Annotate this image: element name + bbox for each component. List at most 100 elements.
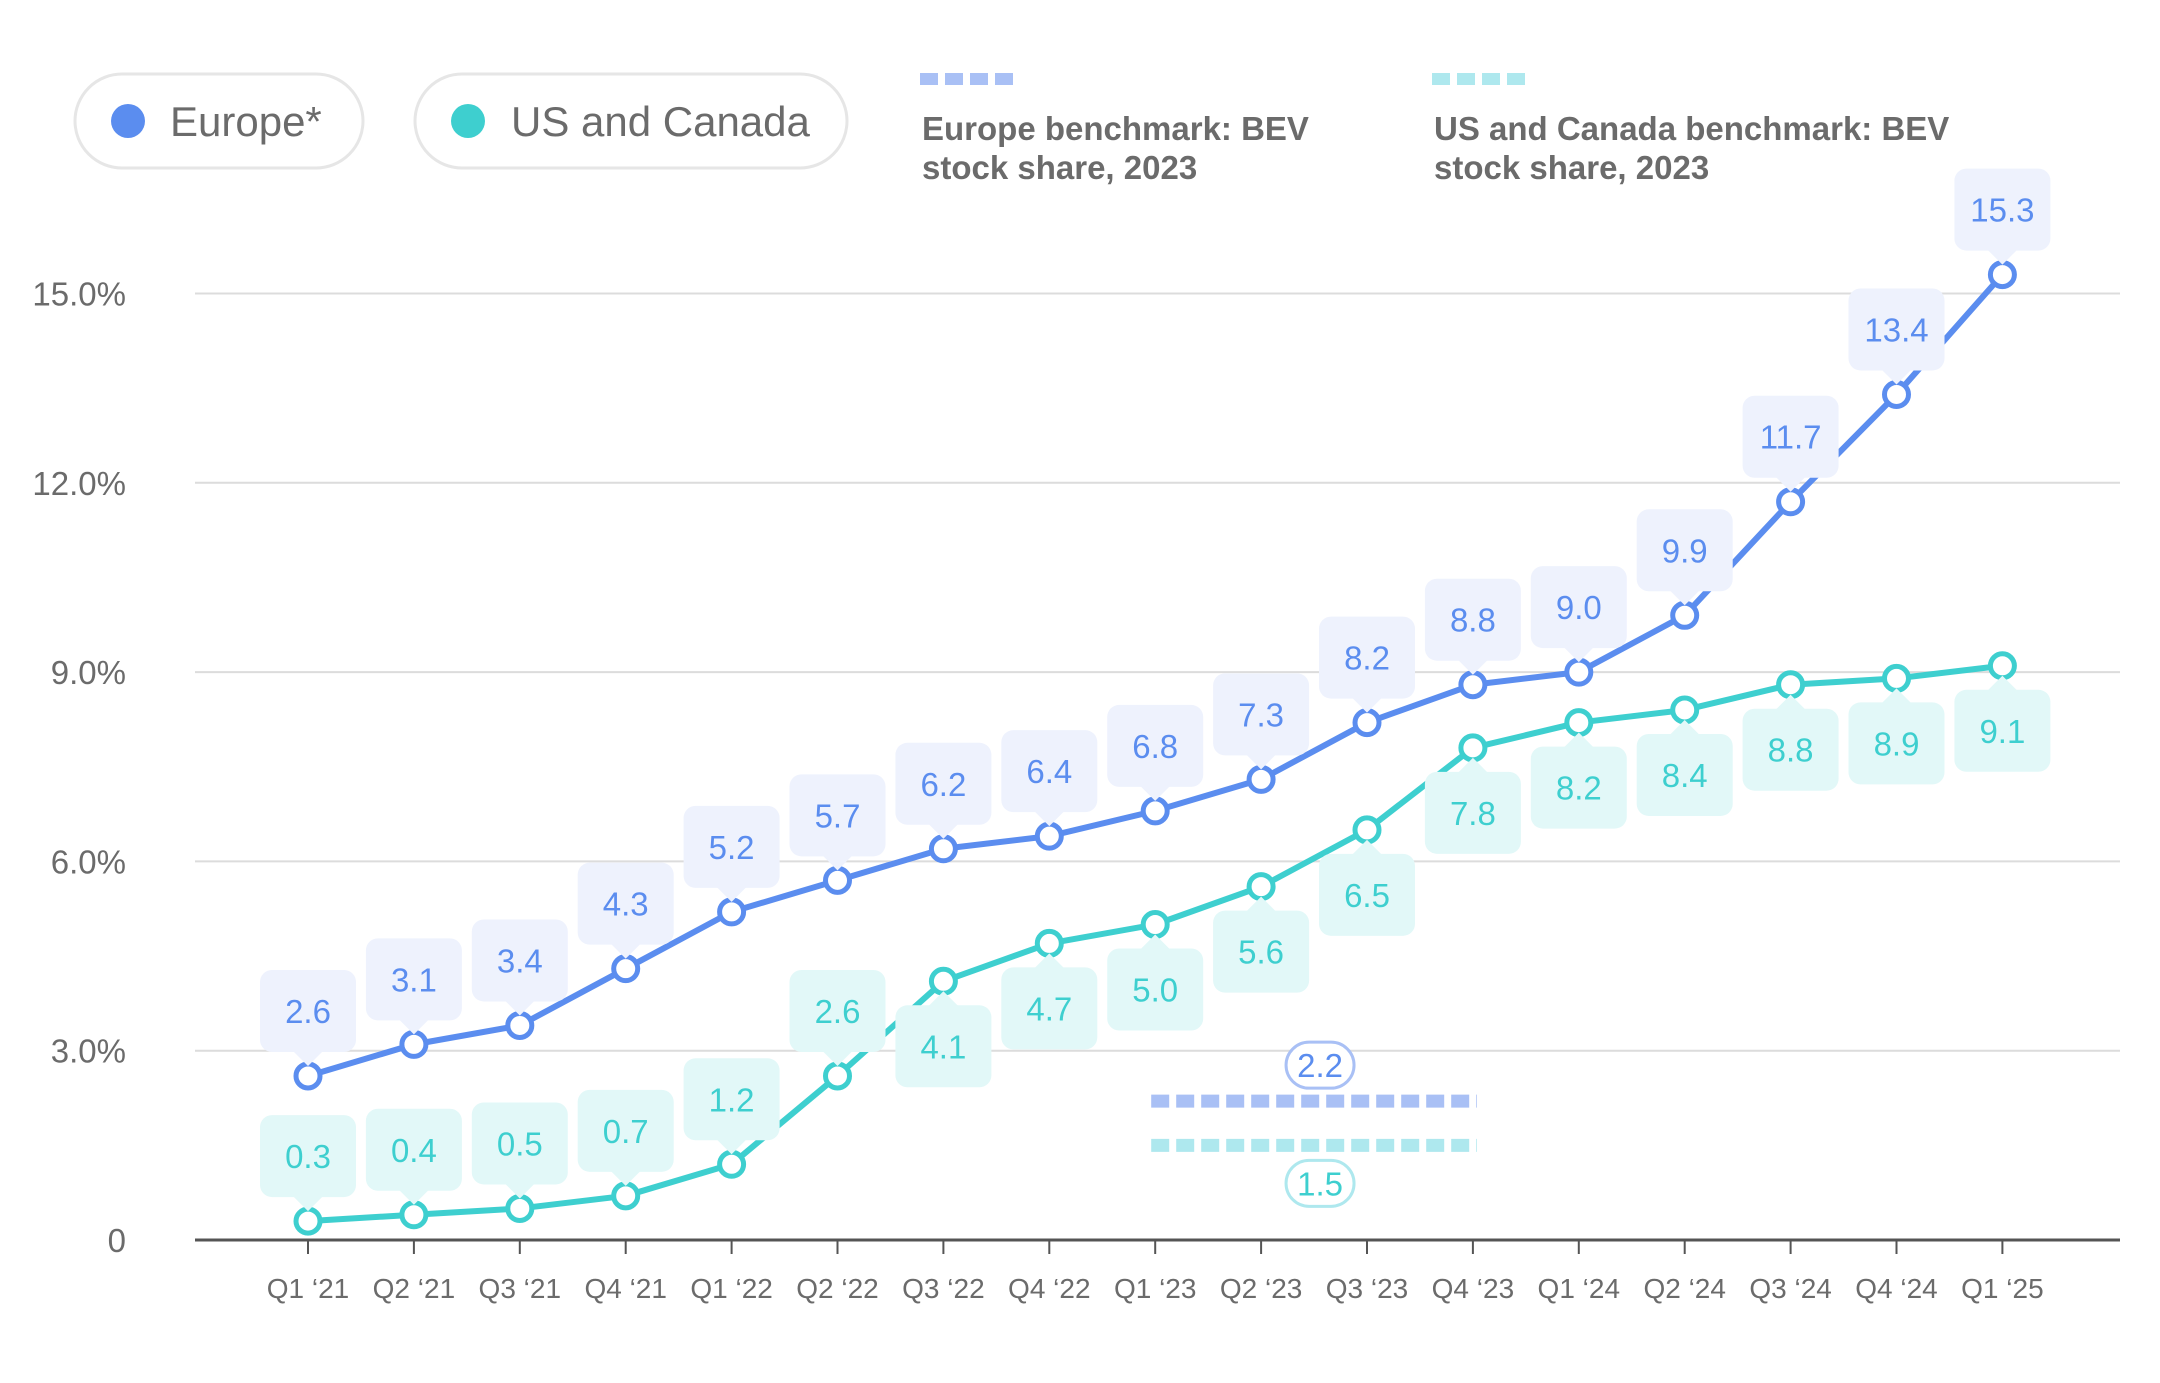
data-label-us-canada: 0.7 xyxy=(577,1089,674,1186)
data-label-text: 2.6 xyxy=(815,993,861,1030)
data-point-us-canada[interactable] xyxy=(1564,708,1594,738)
data-label-pointer xyxy=(504,1000,535,1016)
x-tick-label: Q1 ‘23 xyxy=(1114,1273,1197,1304)
data-label-pointer xyxy=(1669,590,1700,606)
data-point-europe[interactable] xyxy=(928,834,958,864)
x-tick-label: Q3 ‘23 xyxy=(1326,1273,1409,1304)
data-point-europe[interactable] xyxy=(293,1061,323,1091)
benchmark-label: 2.2 xyxy=(1297,1047,1343,1084)
data-label-pointer xyxy=(1881,688,1912,704)
data-point-us-canada[interactable] xyxy=(717,1149,747,1179)
data-label-box xyxy=(260,969,356,1052)
data-label-text: 8.8 xyxy=(1450,602,1496,639)
data-point-europe[interactable] xyxy=(505,1010,535,1040)
data-label-box xyxy=(1213,673,1310,756)
data-point-europe[interactable] xyxy=(1882,379,1911,409)
data-label-pointer xyxy=(1457,757,1488,773)
data-label-us-canada: 5.0 xyxy=(1107,934,1204,1031)
y-tick-label: 3.0% xyxy=(51,1033,126,1070)
data-label-text: 13.4 xyxy=(1864,311,1928,348)
data-point-europe[interactable] xyxy=(611,954,641,984)
data-label-text: 7.3 xyxy=(1238,696,1284,733)
axes: 0 3.0% 6.0% 9.0% 12.0% 15.0% Q1 ‘21 Q2 ‘21 Q3 ‘2… xyxy=(32,276,2120,1304)
data-point-us-canada[interactable] xyxy=(1670,695,1700,725)
data-point-europe[interactable] xyxy=(1246,764,1276,794)
data-label-europe: 5.2 xyxy=(683,805,780,902)
data-label-europe: 5.7 xyxy=(789,774,886,871)
data-label-pointer xyxy=(293,1050,323,1066)
data-label-box xyxy=(789,969,886,1052)
data-label-europe: 2.6 xyxy=(260,969,356,1066)
data-point-europe[interactable] xyxy=(1352,708,1382,738)
data-point-europe[interactable] xyxy=(1034,821,1064,851)
x-tick-label: Q4 ‘21 xyxy=(584,1273,667,1304)
data-point-us-canada[interactable] xyxy=(1140,910,1170,939)
data-label-us-canada: 0.5 xyxy=(471,1102,568,1199)
data-point-us-canada[interactable] xyxy=(1246,872,1276,902)
data-label-pointer xyxy=(1563,647,1594,663)
data-label-pointer xyxy=(1246,754,1277,770)
data-label-box xyxy=(260,1115,356,1198)
data-label-box xyxy=(1636,509,1733,592)
data-label-box xyxy=(1954,168,2051,251)
data-point-europe[interactable] xyxy=(823,865,852,895)
data-point-us-canada[interactable] xyxy=(928,966,958,996)
data-label-box xyxy=(1742,395,1839,478)
data-label-text: 15.3 xyxy=(1970,192,2034,229)
data-point-europe[interactable] xyxy=(1670,600,1700,630)
data-label-pointer xyxy=(1352,697,1382,713)
data-label-text: 2.6 xyxy=(285,993,331,1030)
data-label-text: 5.2 xyxy=(709,829,755,866)
data-label-box xyxy=(1636,733,1733,816)
data-label-box xyxy=(365,1108,462,1191)
data-point-us-canada[interactable] xyxy=(611,1181,641,1211)
data-label-europe: 3.1 xyxy=(365,938,462,1035)
data-label-box xyxy=(895,1005,992,1088)
x-tick-label: Q3 ‘21 xyxy=(479,1273,562,1304)
data-label-text: 5.6 xyxy=(1238,934,1284,971)
data-point-europe[interactable] xyxy=(1140,796,1170,826)
data-label-text: 0.7 xyxy=(603,1113,649,1150)
data-label-text: 4.7 xyxy=(1026,990,1072,1027)
legend-pill-europe[interactable] xyxy=(73,72,365,170)
data-label-pointer xyxy=(398,1019,429,1035)
data-point-us-canada[interactable] xyxy=(1034,928,1064,958)
data-label-text: 5.0 xyxy=(1132,972,1178,1009)
data-point-us-canada[interactable] xyxy=(1776,670,1806,700)
data-label-box xyxy=(577,1089,674,1172)
data-point-europe[interactable] xyxy=(1564,657,1594,687)
data-label-us-canada: 6.5 xyxy=(1319,839,1415,936)
data-point-us-canada[interactable] xyxy=(505,1193,535,1223)
data-point-us-canada[interactable] xyxy=(1882,663,1911,693)
data-point-us-canada[interactable] xyxy=(1352,815,1382,845)
data-point-us-canada[interactable] xyxy=(399,1200,429,1230)
data-label-box xyxy=(1001,730,1098,813)
data-point-europe[interactable] xyxy=(399,1029,429,1059)
x-tick-label: Q3 ‘24 xyxy=(1749,1273,1832,1304)
legend-bench-label-us-canada-line2: stock share, 2023 xyxy=(1434,149,1709,186)
data-label-us-canada: 8.8 xyxy=(1742,694,1839,791)
benchmark-label: 1.5 xyxy=(1297,1165,1343,1202)
data-label-text: 8.8 xyxy=(1768,732,1814,769)
data-point-us-canada[interactable] xyxy=(1987,651,2017,681)
data-label-pointer xyxy=(1987,249,2018,265)
data-label-us-canada: 7.8 xyxy=(1424,757,1521,854)
data-point-europe[interactable] xyxy=(717,897,747,927)
data-label-us-canada: 0.4 xyxy=(365,1108,462,1205)
data-point-europe[interactable] xyxy=(1458,670,1488,700)
legend-marker-europe xyxy=(111,104,145,138)
data-label-pointer xyxy=(1034,811,1065,827)
data-label-text: 8.4 xyxy=(1662,757,1708,794)
data-label-pointer xyxy=(1034,953,1065,969)
data-point-us-canada[interactable] xyxy=(293,1206,323,1236)
data-point-us-canada[interactable] xyxy=(823,1061,852,1091)
x-tick-label: Q2 ‘23 xyxy=(1220,1273,1303,1304)
data-point-us-canada[interactable] xyxy=(1458,733,1488,763)
legend-pill-us-canada[interactable] xyxy=(413,72,849,170)
data-label-text: 6.8 xyxy=(1132,728,1178,765)
data-label-box xyxy=(1107,704,1204,787)
data-point-europe[interactable] xyxy=(1776,487,1806,517)
data-label-box xyxy=(1107,948,1204,1031)
data-label-text: 6.5 xyxy=(1344,877,1390,914)
data-point-europe[interactable] xyxy=(1987,260,2017,290)
